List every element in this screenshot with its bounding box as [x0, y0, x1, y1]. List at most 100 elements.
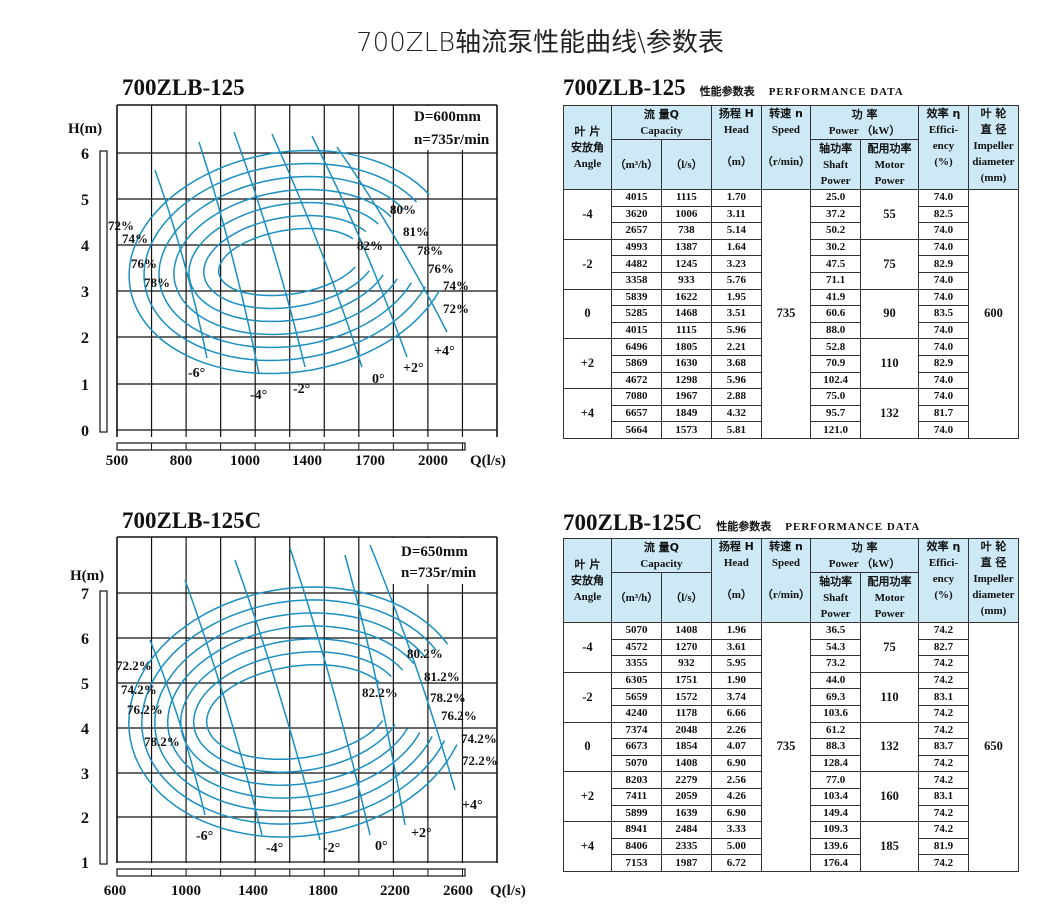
motor-power-cell: 75 [860, 238, 920, 290]
head-cell: 6.66 [710, 704, 762, 723]
y-tick-label: 2 [81, 810, 89, 827]
capacity-m3h-cell: 5839 [610, 288, 662, 307]
efficiency-label: 72% [443, 301, 469, 316]
header-line: Impeller [973, 140, 1014, 152]
table-row: 5664 1573 5.81 121.0 74.0 [564, 421, 1019, 439]
efficiency-label: 80% [390, 202, 416, 217]
capacity-ls-cell: 1622 [660, 288, 712, 307]
table-row: 4672 1298 5.96 102.4 74.0 [564, 371, 1019, 390]
x-tick-label: 500 [106, 453, 129, 469]
motor-power-cell: 132 [860, 721, 920, 773]
blade-angle-label: +4° [462, 798, 483, 813]
rotation-speed-label: n=735r/min [414, 132, 490, 148]
y-tick-label: 4 [81, 238, 89, 255]
efficiency-cell: 74.2 [918, 622, 969, 640]
shaft-power-cell: 70.9 [810, 354, 862, 373]
header-line: 叶 轮 [980, 540, 1007, 553]
efficiency-cell: 74.0 [918, 338, 969, 356]
capacity-ls-cell: 1006 [660, 205, 712, 224]
shaft-power-cell: 61.2 [810, 721, 862, 740]
shaft-power-cell: 60.6 [810, 305, 862, 323]
capacity-m3h-cell: 7080 [610, 388, 662, 406]
y-tick-label: 1 [81, 377, 89, 394]
table-row: 6657 1849 4.32 95.7 81.7 [564, 404, 1019, 423]
header-line: Speed [771, 124, 801, 136]
blade-angle-curve [198, 141, 260, 375]
header-m3h: （m³/h） [610, 572, 662, 623]
efficiency-cell: 82.5 [918, 205, 969, 224]
header-power: 功 率 Power （kW） [810, 105, 920, 140]
capacity-ls-cell: 2484 [660, 821, 712, 839]
head-cell: 1.70 [710, 189, 762, 207]
head-cell: 2.56 [710, 771, 762, 789]
blade-angle-curve [271, 133, 363, 368]
blade-angle-cell: 0 [563, 288, 612, 340]
shaft-power-cell: 47.5 [810, 255, 862, 273]
header-line: 效率 η [926, 540, 961, 553]
x-tick-label: 1000 [171, 883, 201, 899]
speed-cell: 735 [760, 189, 812, 439]
header-m3h: （m³/h） [610, 139, 662, 190]
x-tick-label: 1400 [238, 883, 268, 899]
capacity-ls-cell: 1115 [660, 321, 712, 340]
shaft-power-cell: 71.1 [810, 271, 862, 290]
header-line: Speed [771, 557, 801, 569]
header-line: （m） [720, 156, 752, 168]
head-cell: 6.72 [710, 854, 762, 872]
x-tick-label: 1000 [230, 453, 260, 469]
capacity-m3h-cell: 6657 [610, 404, 662, 423]
header-line: 配用功率 [867, 141, 912, 155]
x-tick-label: 2200 [380, 883, 410, 899]
efficiency-contour [158, 175, 412, 349]
header-motor-power: 配用功率 Motor Power [860, 139, 920, 190]
blade-angle-label: -2° [323, 841, 340, 856]
efficiency-label: 76% [131, 256, 157, 271]
header-line: ency [932, 140, 955, 152]
shaft-power-cell: 77.0 [810, 771, 862, 789]
efficiency-cell: 74.0 [918, 388, 969, 406]
capacity-m3h-cell: 8941 [610, 821, 662, 839]
blade-angle-cell: -4 [563, 189, 612, 240]
header-head: 扬程 H Head （m） [710, 105, 762, 190]
capacity-ls-cell: 1639 [660, 804, 712, 823]
blade-angle-cell: 0 [563, 721, 612, 773]
efficiency-label: 74.2% [121, 682, 157, 697]
head-cell: 5.00 [710, 837, 762, 856]
blade-angle-label: +2° [403, 361, 424, 376]
shaft-power-cell: 69.3 [810, 688, 862, 706]
header-line: ency [932, 573, 955, 585]
head-cell: 4.07 [710, 738, 762, 756]
head-cell: 3.68 [710, 354, 762, 373]
capacity-m3h-cell: 5285 [610, 305, 662, 323]
capacity-ls-cell: 1408 [660, 754, 712, 773]
efficiency-cell: 82.9 [918, 354, 969, 373]
head-cell: 2.21 [710, 338, 762, 356]
capacity-ls-cell: 2059 [660, 787, 712, 806]
table-row: 2657 738 5.14 50.2 74.0 [564, 222, 1019, 240]
efficiency-label: 74.2% [461, 731, 497, 746]
capacity-m3h-cell: 2657 [610, 222, 662, 240]
header-line: 叶 轮 [980, 107, 1007, 120]
y-tick-label: 3 [81, 284, 89, 301]
performance-table-125: 叶 片安放角 Angle 流 量Q Capacity 扬程 H Head （m） 转速 … [563, 105, 1020, 439]
table-row: 5285 1468 3.51 60.6 83.5 [564, 305, 1019, 323]
table-row: 3358 933 5.76 71.1 74.0 [564, 271, 1019, 290]
x-tick-label: 1700 [355, 453, 385, 469]
table-row: 6673 1854 4.07 88.3 83.7 [564, 738, 1019, 756]
header-line: 扬程 H [718, 540, 754, 553]
y-tick-label: 4 [81, 721, 89, 738]
efficiency-label: 82.2% [362, 685, 398, 700]
impeller-diameter-cell: 600 [967, 189, 1020, 439]
efficiency-cell: 74.2 [918, 655, 969, 673]
head-cell: 2.26 [710, 721, 762, 740]
header-line: diameter [972, 156, 1015, 168]
header-line: Angle [573, 590, 602, 603]
efficiency-cell: 74.0 [918, 189, 969, 207]
head-cell: 6.90 [710, 804, 762, 823]
x-axis-label: Q(l/s) [490, 883, 526, 899]
header-line: Effici- [928, 124, 959, 136]
header-line: (%) [934, 589, 953, 601]
y-tick-label: 1 [81, 855, 89, 872]
motor-power-cell: 110 [860, 338, 920, 390]
header-line: (mm) [980, 172, 1007, 184]
